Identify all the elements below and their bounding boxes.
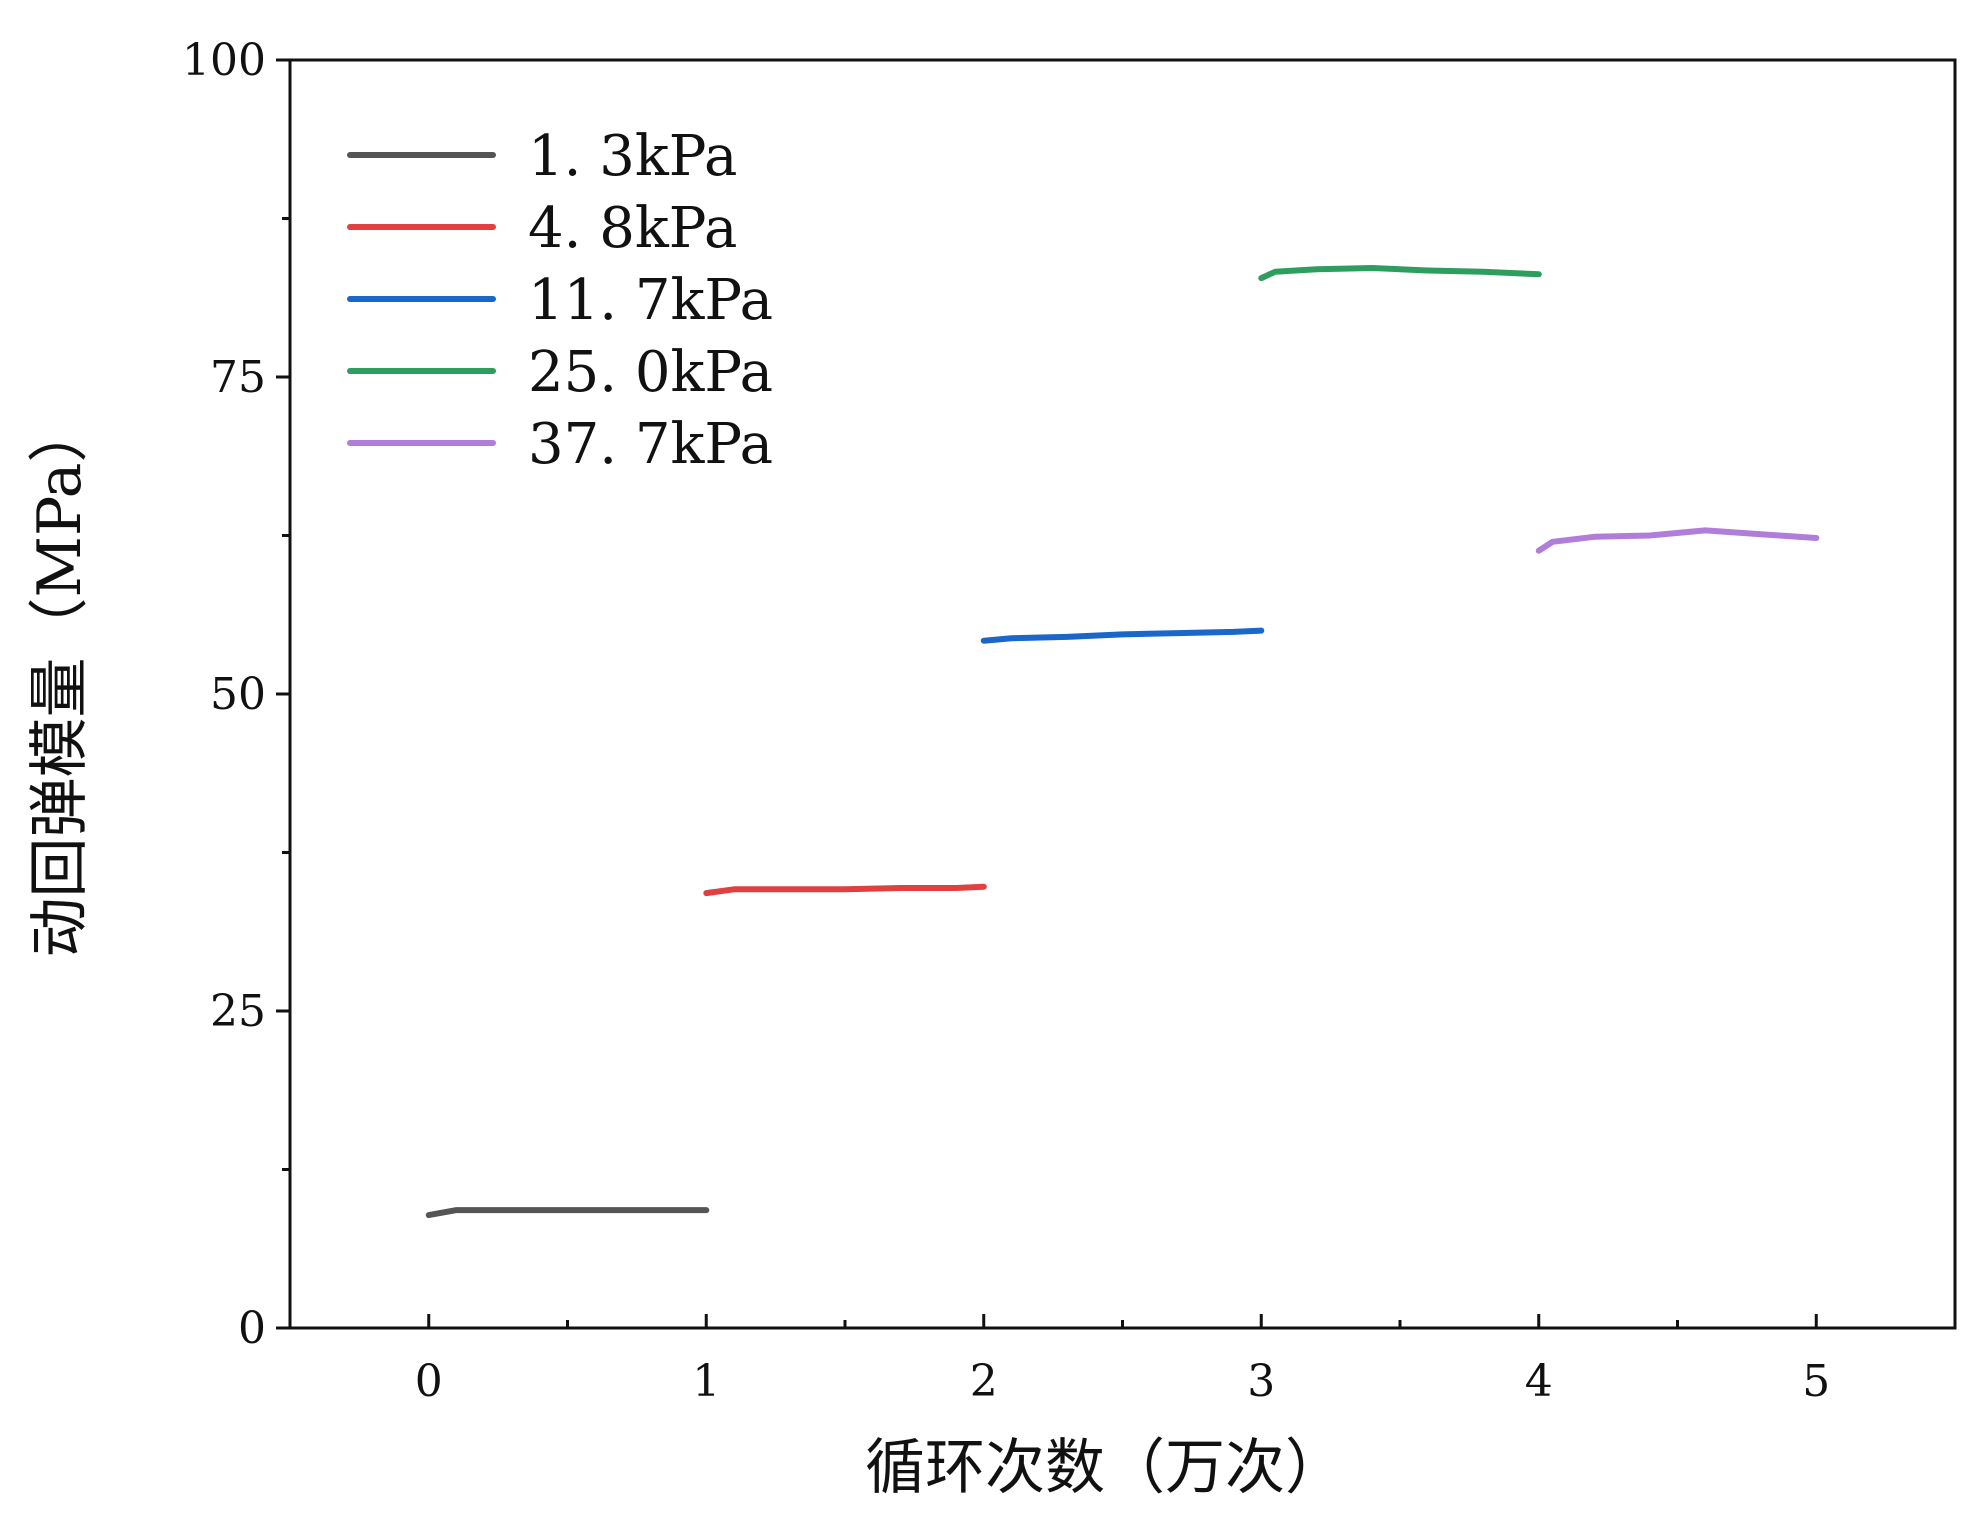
series-line — [703, 883, 987, 897]
x-tick-label: 4 — [1525, 1356, 1553, 1407]
series-line — [1535, 527, 1820, 554]
y-tick-label: 25 — [210, 986, 266, 1037]
x-tick-label: 2 — [970, 1356, 998, 1407]
series-line — [1258, 265, 1542, 282]
y-tick-label: 75 — [210, 352, 266, 403]
x-tick-label: 3 — [1247, 1356, 1275, 1407]
x-axis-title: 循环次数（万次） — [865, 1433, 1345, 1503]
legend-label: 1. 3kPa — [528, 124, 737, 189]
y-tick-label: 0 — [238, 1303, 266, 1354]
x-tick-label: 1 — [692, 1356, 720, 1407]
series-line — [425, 1207, 710, 1219]
y-tick-label: 50 — [210, 669, 266, 720]
legend-label: 4. 8kPa — [528, 196, 737, 261]
x-tick-label: 5 — [1802, 1356, 1830, 1407]
series-layer — [425, 265, 1820, 1219]
legend: 1. 3kPa 4. 8kPa 11. 7kPa 25. 0kPa 37. 7kPa — [347, 124, 773, 477]
legend-label: 25. 0kPa — [528, 340, 773, 405]
legend-label: 37. 7kPa — [528, 412, 773, 477]
y-axis-title: 动回弹模量（MPa） — [25, 403, 95, 958]
legend-label: 11. 7kPa — [528, 268, 773, 333]
series-line — [980, 627, 1265, 644]
x-tick-label: 0 — [415, 1356, 443, 1407]
y-tick-label: 100 — [182, 35, 266, 86]
